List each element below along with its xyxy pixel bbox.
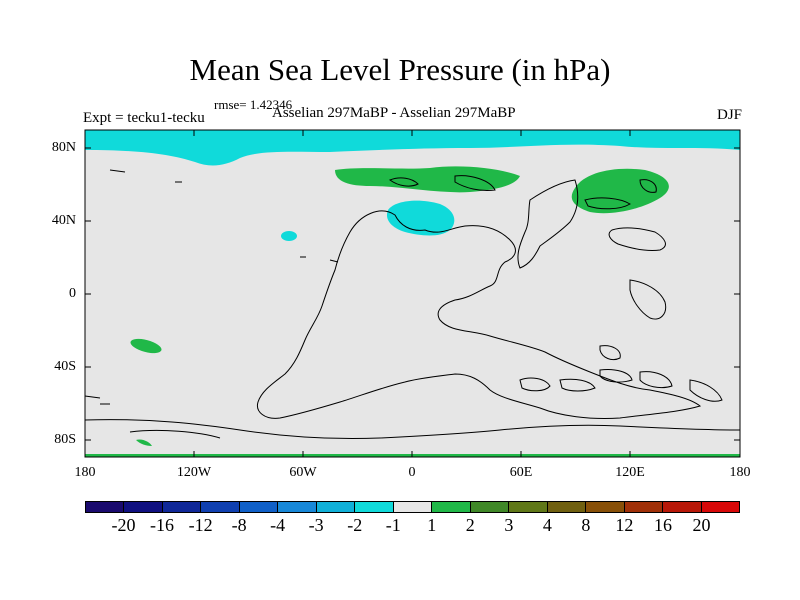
colorbar-label: -1 bbox=[385, 515, 401, 535]
green-blob-antarctic bbox=[136, 439, 152, 446]
cyan-blob-asia bbox=[386, 200, 455, 236]
colorbar-label: 3 bbox=[504, 515, 514, 535]
green-blob-north bbox=[335, 166, 520, 193]
colorbar-swatch bbox=[701, 502, 739, 512]
colorbar-label: 2 bbox=[465, 515, 475, 535]
lat-label-40n: 40N bbox=[51, 213, 76, 228]
colorbar-swatch bbox=[393, 502, 433, 512]
lon-label-60e: 60E bbox=[509, 465, 533, 480]
lat-label-80n: 80N bbox=[51, 140, 76, 155]
colorbar-swatch bbox=[124, 502, 163, 512]
axis-ticks bbox=[85, 130, 740, 457]
colorbar-label: -16 bbox=[150, 515, 175, 535]
colorbar-swatch bbox=[432, 502, 471, 512]
chart-title: Mean Sea Level Pressure (in hPa) bbox=[189, 52, 611, 87]
colorbar-swatch bbox=[509, 502, 548, 512]
colorbar-swatch bbox=[355, 502, 394, 512]
lon-label-120e: 120E bbox=[615, 465, 645, 480]
colorbar-label: 4 bbox=[542, 515, 552, 535]
cyan-blob-pacific bbox=[281, 231, 297, 241]
colorbar-label: 1 bbox=[427, 515, 437, 535]
colorbar-swatch bbox=[586, 502, 625, 512]
lat-label-40s: 40S bbox=[54, 359, 76, 374]
colorbar-swatch bbox=[470, 502, 510, 512]
colorbar-label: 16 bbox=[653, 515, 672, 535]
colorbar bbox=[85, 501, 740, 513]
colorbar-label: -2 bbox=[347, 515, 363, 535]
colorbar-swatch bbox=[547, 502, 587, 512]
colorbar-label: -20 bbox=[111, 515, 136, 535]
experiment-label: Expt = tecku1-tecku bbox=[83, 110, 205, 126]
colorbar-label: -8 bbox=[231, 515, 247, 535]
lon-label-0: 0 bbox=[408, 465, 416, 480]
colorbar-swatch bbox=[86, 502, 125, 512]
colorbar-label: 8 bbox=[581, 515, 591, 535]
lon-label-180w: 180 bbox=[74, 465, 96, 480]
subtitle-label: Asselian 297MaBP - Asselian 297MaBP bbox=[272, 105, 516, 121]
lon-label-120w: 120W bbox=[176, 465, 212, 480]
lat-label-0: 0 bbox=[69, 286, 76, 301]
coastlines bbox=[84, 169, 741, 440]
lat-label-80s: 80S bbox=[54, 432, 76, 447]
lon-label-180e: 180 bbox=[729, 465, 751, 480]
lon-label-60w: 60W bbox=[289, 465, 317, 480]
colorbar-swatch bbox=[201, 502, 240, 512]
colorbar-label: -12 bbox=[188, 515, 213, 535]
colorbar-label: 12 bbox=[615, 515, 634, 535]
season-label: DJF bbox=[716, 107, 742, 123]
rmse-label: rmse= 1.42346 bbox=[214, 97, 293, 112]
green-blob-south-pacific bbox=[130, 338, 162, 354]
colorbar-swatch bbox=[162, 502, 202, 512]
colorbar-swatch bbox=[316, 502, 356, 512]
colorbar-swatch bbox=[239, 502, 279, 512]
colorbar-label: -3 bbox=[308, 515, 324, 535]
cyan-arctic-band bbox=[85, 130, 740, 166]
colorbar-swatch bbox=[663, 502, 702, 512]
colorbar-swatch bbox=[624, 502, 664, 512]
colorbar-label: -4 bbox=[270, 515, 286, 535]
colorbar-label: 20 bbox=[692, 515, 711, 535]
colorbar-swatch bbox=[278, 502, 317, 512]
